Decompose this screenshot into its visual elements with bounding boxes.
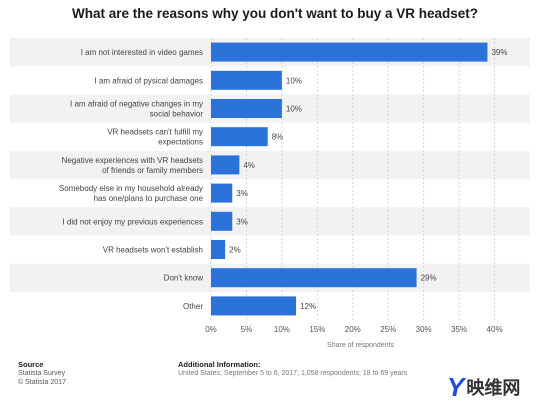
row-band xyxy=(10,207,530,236)
x-tick-label: 10% xyxy=(274,325,290,334)
source-line-2: © Statista 2017 xyxy=(18,379,66,386)
x-tick-label: 30% xyxy=(416,325,432,334)
row-band xyxy=(10,150,530,179)
x-tick-label: 40% xyxy=(487,325,503,334)
x-tick-label: 35% xyxy=(451,325,467,334)
x-tick-label: 5% xyxy=(241,325,253,334)
bar-value-label: 3% xyxy=(236,217,248,226)
bar-value-label: 3% xyxy=(236,189,248,198)
additional-info-block: Additional Information: United States; S… xyxy=(178,360,407,378)
chart-title: What are the reasons why you don't want … xyxy=(71,6,479,21)
watermark-logo: Y 映维网 xyxy=(447,372,547,402)
x-tick-label: 20% xyxy=(345,325,361,334)
x-axis-label: Share of respondents xyxy=(327,342,394,349)
source-block: Source Statista Survey © Statista 2017 xyxy=(18,360,66,387)
watermark-mark: Y xyxy=(447,372,465,402)
additional-info-text: United States; September 5 to 6, 2017; 1… xyxy=(178,370,408,377)
bar xyxy=(211,99,282,118)
x-tick-label: 15% xyxy=(309,325,325,334)
category-label: I did not enjoy my previous experiences xyxy=(62,217,203,226)
bar xyxy=(211,296,297,316)
bar-value-label: 4% xyxy=(243,161,255,170)
category-label: VR headsets can't fulfill my xyxy=(107,128,203,137)
category-label: social behavior xyxy=(150,110,204,119)
category-label: I am afraid of pysical damages xyxy=(95,76,204,85)
bar xyxy=(211,268,417,288)
bar-value-label: 29% xyxy=(421,274,437,283)
bar xyxy=(211,127,268,147)
category-label: I am afraid of negative changes in my xyxy=(70,100,203,109)
bar-value-label: 2% xyxy=(229,246,241,255)
bar xyxy=(211,211,233,231)
category-label: Other xyxy=(183,302,203,311)
category-label: I am not interested in video games xyxy=(81,48,203,57)
x-tick-label: 25% xyxy=(380,325,396,334)
category-label: VR headsets won't establish xyxy=(103,246,203,255)
bar xyxy=(211,183,233,203)
bar xyxy=(211,42,488,62)
bar xyxy=(211,70,282,90)
category-label: of friends or family members xyxy=(102,166,203,175)
bar-value-label: 39% xyxy=(491,48,507,57)
category-label: has one/plans to purchase one xyxy=(94,194,204,203)
additional-info-heading: Additional Information: xyxy=(178,360,261,369)
bar-value-label: 8% xyxy=(272,133,284,142)
bar xyxy=(211,155,240,175)
bar-value-label: 10% xyxy=(286,76,302,85)
bar xyxy=(211,240,226,259)
source-line-1: Statista Survey xyxy=(18,370,66,377)
source-heading: Source xyxy=(18,360,44,369)
x-tick-label: 0% xyxy=(205,325,217,334)
bar-value-label: 12% xyxy=(300,302,316,311)
category-label: Somebody else in my household already xyxy=(59,184,203,193)
watermark-text: 映维网 xyxy=(466,378,521,399)
category-label: Negative experiences with VR headsets xyxy=(62,156,203,165)
category-label: Don't know xyxy=(164,274,204,283)
category-label: expectations xyxy=(158,138,203,147)
bar-value-label: 10% xyxy=(286,105,302,114)
